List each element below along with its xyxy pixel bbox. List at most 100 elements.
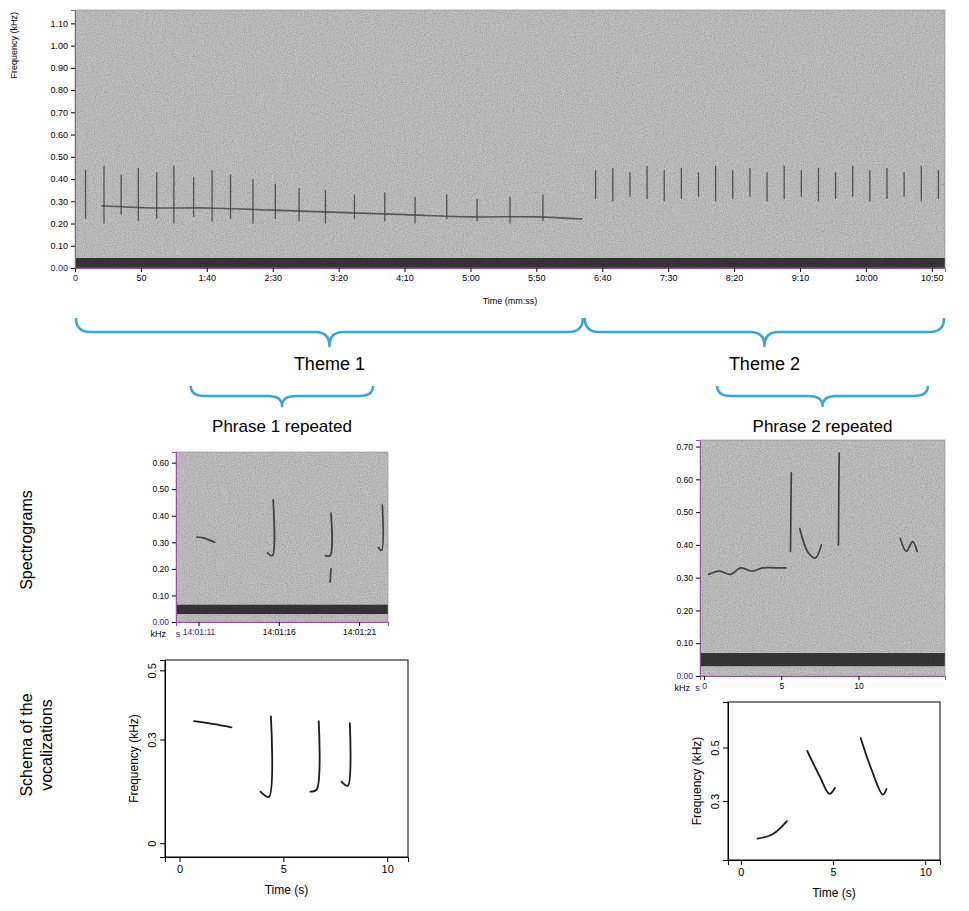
- x-tick-label: 4:10: [396, 273, 414, 283]
- vocal-unit: [800, 529, 822, 559]
- y-tick-mark: [71, 23, 75, 24]
- y-tick: 0.50: [676, 507, 700, 517]
- x-tick-label: 10:50: [921, 273, 944, 283]
- y-tick-mark: [696, 545, 700, 546]
- x-axis-unit: s: [176, 629, 181, 639]
- x-axis-title: Time (s): [265, 883, 309, 897]
- y-tick: 0.90: [50, 63, 75, 73]
- phrase-title: Phrase 1 repeated: [212, 417, 352, 436]
- y-tick-mark: [71, 246, 75, 247]
- call-streak: [384, 192, 385, 221]
- x-tick: 3:20: [330, 268, 348, 283]
- x-axis-line: [701, 677, 946, 681]
- x-tick-label: 2:30: [264, 273, 282, 283]
- y-tick: 1.00: [50, 41, 75, 51]
- y-tick-label: 0.10: [50, 241, 68, 251]
- y-tick: 0.80: [50, 85, 75, 95]
- y-tick: 0.40: [50, 174, 75, 184]
- x-tick: 0: [702, 676, 707, 691]
- y-tick-mark: [160, 843, 165, 844]
- call-streak: [681, 168, 682, 199]
- y-tick: 0.20: [676, 606, 700, 616]
- y-tick-mark: [172, 595, 176, 596]
- x-tick-mark: [198, 622, 199, 626]
- x-tick: 10:00: [855, 268, 878, 283]
- y-tick: 0.60: [152, 458, 176, 468]
- call-streak: [85, 170, 86, 219]
- vocal-unit: [838, 453, 840, 545]
- y-tick-label: 0.00: [50, 263, 68, 273]
- vocal-unit: [329, 569, 332, 582]
- x-axis-title: Time (s): [812, 886, 856, 900]
- x-tick-mark: [339, 268, 340, 272]
- call-streak: [784, 166, 785, 199]
- call-streak: [664, 170, 665, 201]
- call-streak: [749, 168, 750, 197]
- x-tick-mark: [704, 676, 705, 680]
- y-tick-label: 0.20: [152, 564, 169, 574]
- x-tick-label: 14:01:21: [343, 627, 376, 637]
- spectrogram-panel: 14:01:1114:01:1614:01:210.000.100.200.30…: [151, 452, 389, 639]
- y-tick-label: 0.40: [50, 174, 68, 184]
- x-tick-label: 5:00: [462, 273, 480, 283]
- y-axis-title: Frequency (kHz): [127, 714, 141, 803]
- y-tick-mark: [723, 801, 728, 802]
- x-axis-unit: s: [695, 683, 700, 693]
- y-axis-title: Frequency (kHz): [9, 12, 19, 79]
- y-tick: 0.40: [676, 540, 700, 550]
- x-tick-label: 7:30: [660, 273, 678, 283]
- call-streak: [354, 195, 355, 219]
- call-streak: [325, 190, 326, 223]
- vocal-unit: [197, 537, 215, 542]
- schema-unit: [261, 716, 273, 797]
- x-tick: 7:30: [660, 268, 678, 283]
- y-tick-mark: [696, 578, 700, 579]
- plot-frame: [176, 452, 388, 622]
- call-streak: [156, 172, 157, 219]
- x-tick: 5: [281, 857, 287, 875]
- call-streak: [869, 170, 870, 201]
- call-streak: [715, 166, 716, 202]
- y-tick-label: 0.3: [146, 732, 158, 747]
- y-tick: 1.10: [50, 19, 75, 29]
- call-streak: [211, 170, 212, 221]
- x-tick: 2:30: [264, 268, 282, 283]
- call-streak: [646, 166, 647, 199]
- row-label: Spectrograms: [18, 490, 35, 590]
- y-tick: 0.60: [676, 475, 700, 485]
- x-axis: 0510: [166, 857, 409, 875]
- x-tick: 5:00: [462, 268, 480, 283]
- x-tick-mark: [536, 268, 537, 272]
- y-axis: 0.000.100.200.300.400.500.600.70: [676, 441, 700, 682]
- x-tick: 5: [779, 676, 784, 691]
- y-axis: 0.000.100.200.300.400.500.600.700.800.90…: [50, 11, 75, 274]
- y-tick-label: 0.50: [676, 507, 693, 517]
- y-tick: 0.20: [50, 219, 75, 229]
- y-tick: 0.5: [709, 740, 728, 755]
- call-streak: [766, 172, 767, 201]
- x-tick-label: 0: [177, 863, 183, 875]
- x-tick: 14:01:11: [183, 622, 216, 637]
- x-tick-mark: [273, 268, 274, 272]
- call-streak: [801, 170, 802, 197]
- schema-unit: [342, 723, 351, 786]
- y-tick-label: 0.20: [50, 219, 68, 229]
- call-streak: [230, 175, 231, 219]
- y-tick-label: 0.60: [50, 130, 68, 140]
- x-tick-mark: [180, 857, 181, 862]
- call-streak: [120, 175, 121, 215]
- y-tick: 0.3: [146, 732, 165, 747]
- vocal-unit: [378, 505, 383, 550]
- y-tick: 0.50: [50, 152, 75, 162]
- spectrogram-grain: [75, 10, 945, 268]
- y-tick-mark: [71, 46, 75, 47]
- row-label: Schema of thevocalizations: [18, 693, 55, 796]
- y-tick: 0.5: [146, 663, 165, 678]
- x-axis-title: Time (mm:ss): [483, 296, 538, 306]
- call-streak: [818, 168, 819, 201]
- call-streak: [414, 197, 415, 224]
- y-tick-mark: [172, 569, 176, 570]
- y-tick: 0.30: [676, 573, 700, 583]
- marks: [757, 738, 886, 838]
- y-tick-label: 0.00: [676, 671, 693, 681]
